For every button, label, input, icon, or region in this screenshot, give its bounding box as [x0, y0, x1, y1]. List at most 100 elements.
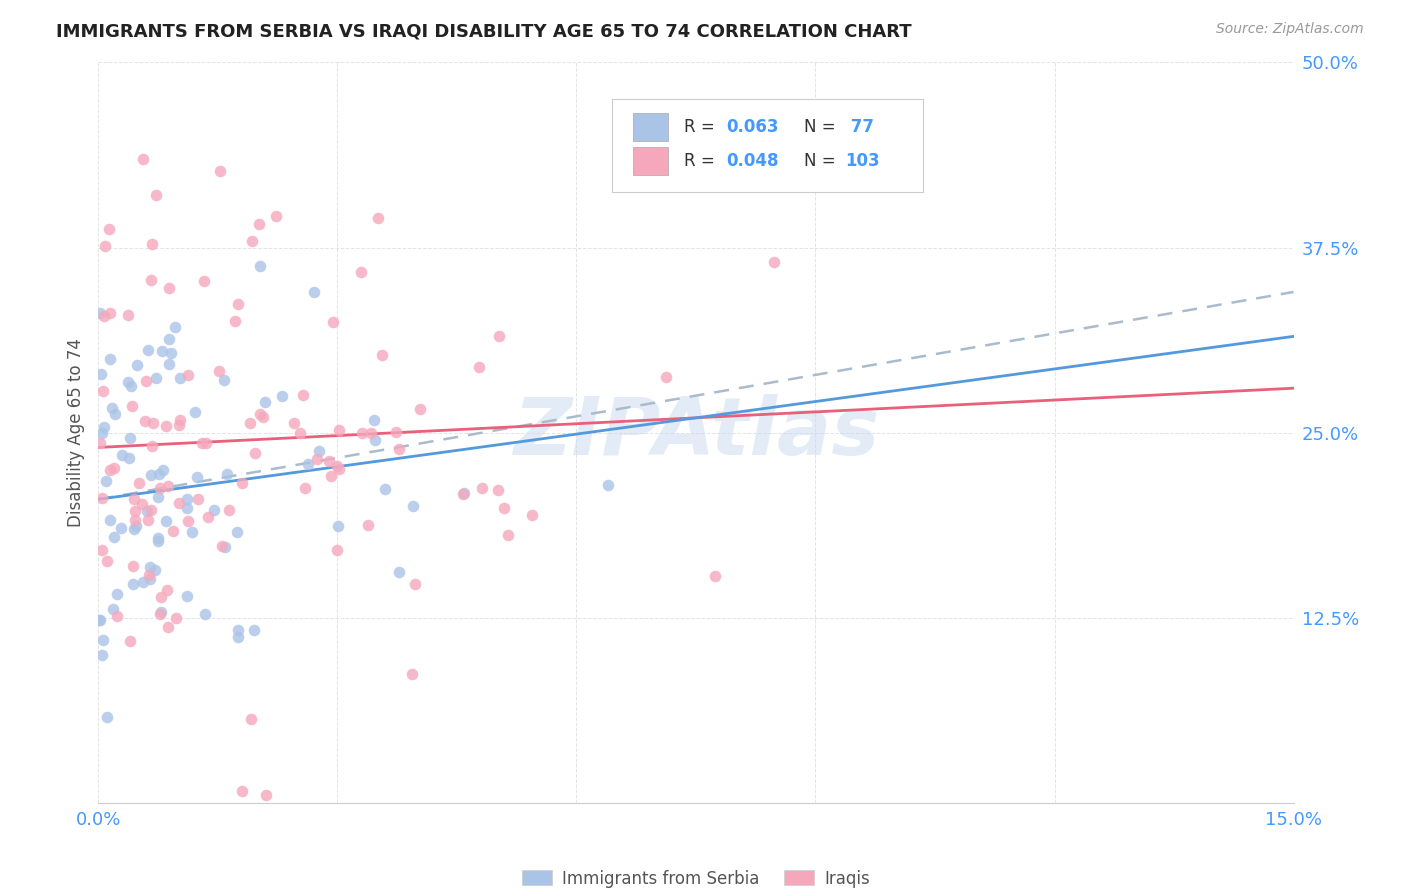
Point — [120, 431, 142, 445]
Point — [90, 425, 112, 440]
Point — [239, 712, 262, 726]
Point — [87, 613, 110, 627]
Point — [162, 524, 184, 539]
Point — [364, 433, 387, 447]
Point — [231, 784, 253, 798]
Point — [118, 450, 141, 465]
Point — [401, 500, 423, 514]
Point — [132, 575, 155, 590]
Point — [292, 388, 315, 402]
Point — [105, 587, 128, 601]
Point — [328, 423, 350, 437]
Point — [122, 523, 145, 537]
Point — [94, 474, 117, 488]
Point — [218, 503, 240, 517]
Point — [214, 540, 236, 554]
Point — [143, 563, 166, 577]
Text: 103: 103 — [845, 152, 880, 169]
Point — [139, 503, 162, 517]
Point — [350, 265, 373, 279]
Point — [350, 425, 373, 440]
Point — [134, 414, 156, 428]
Point — [111, 448, 134, 462]
Point — [322, 315, 344, 329]
Point — [96, 709, 118, 723]
Point — [384, 425, 406, 440]
Point — [98, 352, 121, 367]
Point — [249, 259, 271, 273]
Text: N =: N = — [804, 152, 841, 169]
Point — [155, 418, 177, 433]
Point — [404, 577, 426, 591]
Y-axis label: Disability Age 65 to 74: Disability Age 65 to 74 — [66, 338, 84, 527]
Point — [374, 482, 396, 496]
Point — [176, 492, 198, 507]
Point — [297, 457, 319, 471]
Point — [131, 497, 153, 511]
Point — [249, 407, 271, 421]
FancyBboxPatch shape — [633, 147, 668, 175]
Point — [124, 513, 146, 527]
Point — [169, 418, 191, 433]
Point — [226, 623, 249, 637]
Point — [104, 407, 127, 421]
Point — [169, 413, 191, 427]
Point — [409, 402, 432, 417]
Point — [160, 346, 183, 360]
Point — [165, 320, 187, 334]
Point — [328, 519, 350, 533]
Point — [117, 308, 139, 322]
Point — [357, 518, 380, 533]
Point — [149, 607, 172, 621]
Point — [169, 371, 191, 385]
Point — [283, 416, 305, 430]
Point — [596, 478, 619, 492]
Point — [214, 374, 236, 388]
Point — [139, 573, 162, 587]
Point — [294, 481, 316, 495]
Point — [148, 490, 170, 504]
Point — [148, 467, 170, 482]
Point — [89, 306, 111, 320]
Point — [254, 789, 277, 803]
Point — [371, 348, 394, 362]
Point — [141, 467, 163, 482]
Point — [655, 369, 678, 384]
Point — [136, 513, 159, 527]
Point — [177, 368, 200, 383]
Point — [117, 375, 139, 389]
Text: 0.063: 0.063 — [725, 118, 779, 136]
Point — [240, 234, 263, 248]
Point — [98, 463, 121, 477]
Point — [142, 416, 165, 430]
Text: 0.048: 0.048 — [725, 152, 779, 169]
Point — [98, 513, 121, 527]
Point — [197, 509, 219, 524]
Point — [124, 504, 146, 518]
Point — [243, 623, 266, 637]
Point — [128, 476, 150, 491]
Point — [152, 463, 174, 477]
Point — [149, 481, 172, 495]
Point — [131, 152, 153, 166]
Point — [136, 343, 159, 357]
Point — [451, 486, 474, 500]
Point — [101, 401, 124, 415]
Point — [239, 416, 262, 430]
Point — [488, 483, 510, 498]
Point — [305, 452, 328, 467]
Point — [139, 559, 162, 574]
Point — [319, 468, 342, 483]
Point — [328, 462, 350, 476]
Point — [326, 459, 349, 474]
Point — [90, 367, 112, 381]
Point — [176, 501, 198, 516]
Point — [136, 504, 159, 518]
Point — [360, 425, 382, 440]
Point — [156, 620, 179, 634]
Point — [121, 559, 143, 574]
Point — [211, 539, 233, 553]
Point — [141, 236, 163, 251]
Point — [763, 255, 786, 269]
Point — [186, 470, 208, 484]
